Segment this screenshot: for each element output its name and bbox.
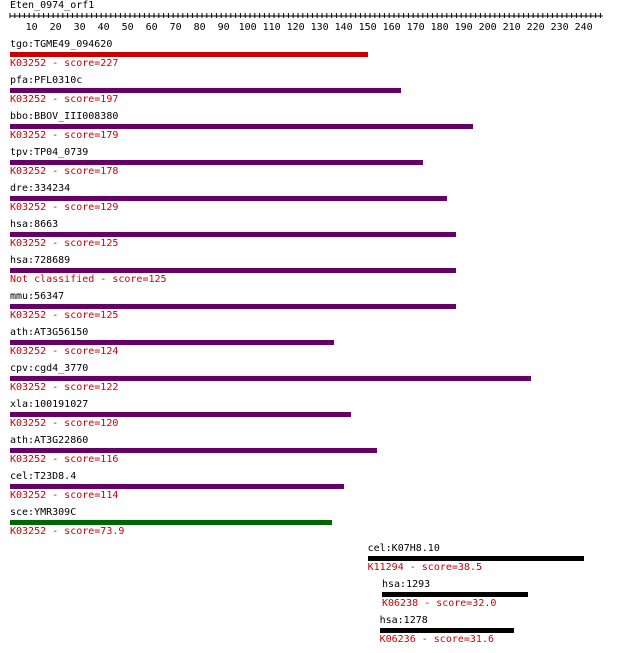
hit-score-label: K06238 - score=32.0	[382, 598, 497, 609]
hit-alignment-bar[interactable]	[10, 484, 344, 489]
ruler-tick-label: 10	[26, 22, 38, 33]
hit-gene-label[interactable]: ath:AT3G22860	[10, 435, 89, 446]
ruler-tick-label: 110	[263, 22, 281, 33]
ruler-tick-label: 160	[383, 22, 401, 33]
hit-alignment-bar[interactable]	[10, 376, 531, 381]
hit-gene-label[interactable]: mmu:56347	[10, 291, 65, 302]
ruler-tick-label: 120	[287, 22, 305, 33]
hit-score-label: K06236 - score=31.6	[379, 634, 494, 645]
hit-alignment-bar[interactable]	[10, 412, 351, 417]
hit-score-label: K03252 - score=227	[10, 58, 119, 69]
ruler-tick-label: 210	[503, 22, 521, 33]
hit-alignment-bar[interactable]	[382, 592, 529, 597]
hit-score-label: K03252 - score=125	[10, 238, 119, 249]
ruler-tick-label: 90	[218, 22, 230, 33]
hit-gene-label[interactable]: hsa:1278	[379, 615, 428, 626]
ruler-tick-label: 50	[122, 22, 134, 33]
ruler-tick-label: 230	[551, 22, 569, 33]
hit-score-label: K03252 - score=129	[10, 202, 119, 213]
ruler-tick-label: 150	[359, 22, 377, 33]
ruler-tick-label: 200	[479, 22, 497, 33]
ruler-tick-label: 60	[146, 22, 158, 33]
hit-gene-label[interactable]: xla:100191027	[10, 399, 89, 410]
hit-score-label: K03252 - score=120	[10, 418, 119, 429]
hit-gene-label[interactable]: hsa:1293	[382, 579, 431, 590]
hit-alignment-bar[interactable]	[10, 340, 334, 345]
position-ruler: 10 20 30 40 50 60 70 80 90 100 110 120 130 140 150 160 1…	[9, 13, 603, 33]
hit-score-label: K03252 - score=124	[10, 346, 119, 357]
ruler-tick-label: 140	[335, 22, 353, 33]
ruler-tick-label: 220	[527, 22, 545, 33]
hit-alignment-bar[interactable]	[10, 52, 368, 57]
hit-score-label: K11294 - score=38.5	[367, 562, 482, 573]
hit-score-label: Not classified - score=125	[10, 274, 167, 285]
hit-gene-label[interactable]: tgo:TGME49_094620	[10, 39, 113, 50]
hit-alignment-bar[interactable]	[10, 520, 332, 525]
ruler-tick-label: 130	[311, 22, 329, 33]
hit-score-label: K03252 - score=178	[10, 166, 119, 177]
hit-alignment-bar[interactable]	[10, 124, 474, 129]
hit-gene-label[interactable]: bbo:BBOV_III008380	[10, 111, 119, 122]
hit-alignment-bar[interactable]	[10, 232, 457, 237]
hit-alignment-bar[interactable]	[367, 556, 584, 561]
hit-score-label: K03252 - score=179	[10, 130, 119, 141]
hit-alignment-bar[interactable]	[10, 448, 378, 453]
hit-alignment-bar[interactable]	[10, 88, 402, 93]
query-title: Eten_0974_orf1	[10, 0, 95, 11]
hit-gene-label[interactable]: dre:334234	[10, 183, 71, 194]
hit-score-label: K03252 - score=122	[10, 382, 119, 393]
ruler-tick-label: 40	[98, 22, 110, 33]
hit-gene-label[interactable]: cpv:cgd4_3770	[10, 363, 89, 374]
ruler-tick-label: 70	[170, 22, 182, 33]
hit-gene-label[interactable]: cel:T23D8.4	[10, 471, 77, 482]
hit-score-label: K03252 - score=116	[10, 454, 119, 465]
hit-gene-label[interactable]: ath:AT3G56150	[10, 327, 89, 338]
hit-alignment-bar[interactable]	[10, 160, 423, 165]
ruler-tick-label: 80	[194, 22, 206, 33]
hit-alignment-bar[interactable]	[10, 196, 447, 201]
ruler-tick-label: 240	[575, 22, 593, 33]
hit-gene-label[interactable]: pfa:PFL0310c	[10, 75, 83, 86]
ruler-tick-label: 100	[239, 22, 257, 33]
hit-score-label: K03252 - score=114	[10, 490, 119, 501]
hit-score-label: K03252 - score=197	[10, 94, 119, 105]
hit-gene-label[interactable]: hsa:728689	[10, 255, 71, 266]
ruler-tick-label: 20	[50, 22, 62, 33]
hit-gene-label[interactable]: hsa:8663	[10, 219, 59, 230]
hit-gene-label[interactable]: sce:YMR309C	[10, 507, 77, 518]
hit-alignment-bar[interactable]	[379, 628, 514, 633]
hit-alignment-bar[interactable]	[10, 268, 457, 273]
ruler-tick-label: 170	[407, 22, 425, 33]
ruler-tick-label: 180	[431, 22, 449, 33]
ruler-tick-label: 190	[455, 22, 473, 33]
hit-score-label: K03252 - score=125	[10, 310, 119, 321]
hit-gene-label[interactable]: tpv:TP04_0739	[10, 147, 89, 158]
ruler-tick-label: 30	[74, 22, 86, 33]
hit-score-label: K03252 - score=73.9	[10, 526, 125, 537]
hit-gene-label[interactable]: cel:K07H8.10	[367, 543, 440, 554]
hit-alignment-bar[interactable]	[10, 304, 457, 309]
